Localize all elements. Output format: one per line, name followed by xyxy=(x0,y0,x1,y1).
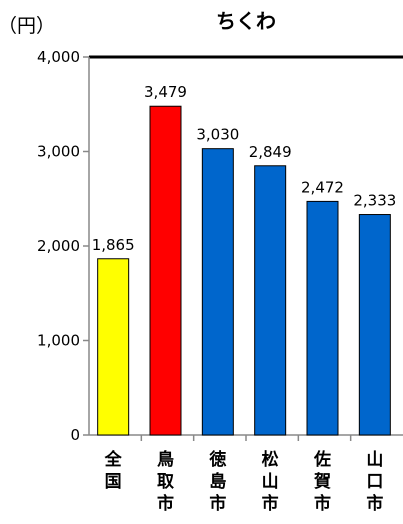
category-label: 佐賀市 xyxy=(313,449,331,514)
category-label: 鳥取市 xyxy=(157,449,174,514)
y-tick-label: 3,000 xyxy=(37,143,80,161)
category-label: 山口市 xyxy=(366,450,383,514)
data-label: 2,472 xyxy=(301,178,344,196)
bar xyxy=(358,214,391,436)
data-label: 2,333 xyxy=(353,192,396,210)
data-label: 3,030 xyxy=(196,126,239,144)
y-tick-label: 0 xyxy=(70,426,80,444)
data-labels: 1,865 3,479 3,030 2,849 2,472 2,333 xyxy=(92,83,397,254)
bar xyxy=(97,258,130,436)
data-label: 2,849 xyxy=(249,143,292,161)
y-tick-label: 1,000 xyxy=(37,332,80,350)
y-tick-label: 4,000 xyxy=(37,48,80,66)
category-labels: 全国 鳥取市 徳島市 松山市 佐賀市 山口市 xyxy=(104,449,384,514)
bar xyxy=(306,200,339,436)
category-label: 全国 xyxy=(104,449,123,492)
bars xyxy=(97,105,391,436)
y-unit-label: （円） xyxy=(0,15,55,37)
data-label: 3,479 xyxy=(144,83,187,101)
category-label: 徳島市 xyxy=(208,449,226,514)
y-tick-label: 2,000 xyxy=(37,237,80,255)
bar xyxy=(149,105,182,436)
bar xyxy=(201,148,234,436)
data-label: 1,865 xyxy=(92,236,135,254)
axes: 0 1,000 2,000 3,000 4,000 xyxy=(37,48,403,444)
category-label: 松山市 xyxy=(262,449,279,514)
bar xyxy=(254,165,287,436)
chart-title: ちくわ xyxy=(216,9,276,33)
